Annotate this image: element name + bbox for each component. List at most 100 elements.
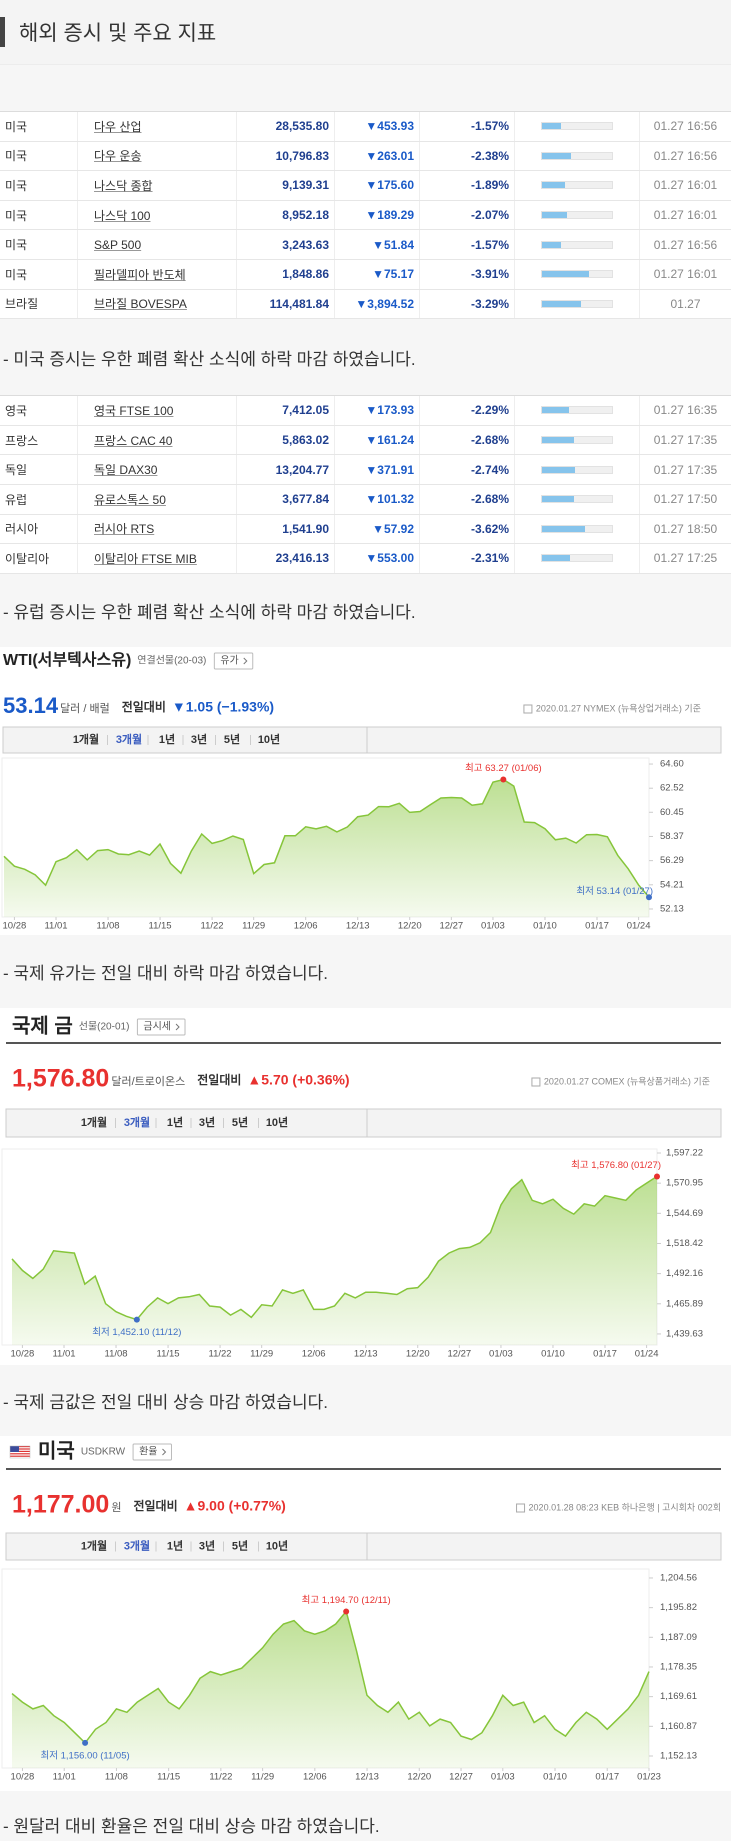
y-tick-label: 1,178.35 — [660, 1661, 697, 1672]
index-value: 10,796.83 — [237, 141, 335, 171]
tab-bar — [5, 1532, 722, 1561]
index-name[interactable]: 러시아 RTS — [78, 514, 237, 544]
x-tick-label: 01/17 — [595, 1771, 619, 1782]
header-bar — [0, 17, 5, 47]
period-tab[interactable]: 5년 — [224, 732, 240, 746]
extreme-point — [133, 1316, 140, 1323]
index-name[interactable]: 독일 DAX30 — [78, 455, 237, 484]
x-tick-label: 11/01 — [53, 1771, 76, 1782]
time: 01.27 16:01 — [653, 267, 718, 282]
change: ▼553.00 — [335, 544, 420, 573]
area — [4, 779, 649, 917]
rate-bar-cell — [515, 455, 640, 484]
period-tab[interactable]: 3개월 — [124, 1538, 150, 1552]
index-name[interactable]: S&P 500 — [78, 230, 237, 259]
index-name[interactable]: 다우 산업 — [78, 112, 237, 141]
period-tab[interactable]: 1개월 — [73, 732, 99, 746]
chart-panel: 국제 금 선물(20-01) 금시세 1,576.80 달러/트로이온스 전일대비 ▲5.7… — [0, 1007, 731, 1365]
country: 미국 — [0, 230, 78, 259]
period-tab[interactable]: 3개월 — [116, 732, 142, 746]
line — [11, 1175, 658, 1321]
y-tick-label: 1,518.42 — [666, 1238, 703, 1249]
y-tick-label: 60.45 — [660, 807, 684, 818]
source: 2020.01.27 COMEX (뉴욕상품거래소) 기준 — [544, 1076, 710, 1086]
period-tab[interactable]: 10년 — [266, 1538, 288, 1552]
change: ▼161.24 — [335, 425, 420, 455]
index-table: 영국 영국 FTSE 100 7,412.05 ▼173.93 -2.29% 01.27 … — [0, 395, 731, 574]
button-chevron — [175, 1023, 180, 1031]
flag-stripe — [10, 1448, 30, 1450]
time: 01.27 16:56 — [653, 237, 718, 252]
x-tick-label: 12/27 — [449, 1771, 473, 1782]
index-name[interactable]: 유로스톡스 50 — [78, 484, 237, 514]
index-name[interactable]: 나스닥 100 — [78, 200, 237, 230]
table-row: 독일 독일 DAX30 13,204.77 ▼371.91 -2.74% 01.27 17… — [0, 455, 731, 485]
table-row: 브라질 브라질 BOVESPA 114,481.84 ▼3,894.52 -3.29% 0… — [0, 289, 731, 320]
index-table: 미국 다우 산업 28,535.80 ▼453.93 -1.57% 01.27 16:56… — [0, 111, 731, 320]
country: 러시아 — [0, 514, 78, 544]
period-tab[interactable]: 1년 — [159, 732, 175, 746]
x-tick-label: 12/20 — [406, 1348, 430, 1359]
index-name[interactable]: 이탈리아 FTSE MIB — [78, 544, 237, 573]
x-tick-label: 01/17 — [585, 920, 609, 931]
price: 1,576.80 — [12, 1064, 109, 1092]
button-label: 금시세 — [143, 1020, 171, 1032]
period-tab[interactable]: 1개월 — [81, 1115, 107, 1129]
table-row: 미국 나스닥 100 8,952.18 ▼189.29 -2.07% 01.27 16:0… — [0, 200, 731, 231]
country: 브라질 — [0, 289, 78, 319]
rate-bar — [542, 437, 575, 444]
y-tick-label: 1,160.87 — [660, 1721, 697, 1732]
period-tab[interactable]: 1년 — [167, 1115, 183, 1129]
index-name[interactable]: 브라질 BOVESPA — [78, 289, 237, 319]
x-tick-label: 12/13 — [354, 1348, 378, 1359]
index-name[interactable]: 필라델피아 반도체 — [78, 259, 237, 289]
period-tab[interactable]: 3년 — [191, 732, 207, 746]
button[interactable] — [132, 1443, 172, 1461]
note: - 미국 증시는 우한 폐렴 확산 소식에 하락 마감 하였습니다. — [0, 319, 731, 396]
change: ▼57.92 — [335, 514, 420, 544]
y-tick-label: 62.52 — [660, 782, 684, 793]
x-tick-label: 01/03 — [491, 1771, 515, 1782]
change-rate: -2.07% — [420, 200, 515, 230]
y-tick-label: 54.21 — [660, 879, 684, 890]
tab-bar — [5, 1108, 722, 1138]
x-tick-label: 01/23 — [637, 1771, 661, 1782]
x-tick-label: 12/13 — [355, 1771, 379, 1782]
period-tab[interactable]: 1년 — [167, 1538, 183, 1552]
change-rate: -1.57% — [420, 112, 515, 141]
period-tab[interactable]: 3개월 — [124, 1115, 150, 1129]
x-tick-label: 12/27 — [439, 920, 463, 931]
period-tab[interactable]: 10년 — [258, 732, 280, 746]
y-tick-label: 1,465.89 — [666, 1298, 703, 1309]
change-rate: -2.29% — [420, 396, 515, 425]
period-tab[interactable]: 1개월 — [81, 1538, 107, 1552]
period-tab[interactable]: 5년 — [232, 1115, 248, 1129]
period-tab[interactable]: 5년 — [232, 1538, 248, 1552]
button[interactable] — [136, 1018, 186, 1036]
index-name[interactable]: 영국 FTSE 100 — [78, 396, 237, 425]
index-name[interactable]: 프랑스 CAC 40 — [78, 425, 237, 455]
period-tab[interactable]: 3년 — [199, 1538, 215, 1552]
index-name[interactable]: 다우 운송 — [78, 141, 237, 171]
index-name[interactable]: 나스닥 종합 — [78, 171, 237, 200]
table-row: 유럽 유로스톡스 50 3,677.84 ▼101.32 -2.68% 01.27 17:… — [0, 484, 731, 515]
flag-stripe — [10, 1452, 30, 1455]
button[interactable] — [213, 652, 254, 670]
chart-subtitle: USDKRW — [81, 1446, 126, 1457]
button-chevron — [162, 1448, 167, 1456]
change-label: 전일대비 — [122, 699, 166, 714]
rate-bar-cell — [515, 396, 640, 425]
period-tab[interactable]: 3년 — [199, 1115, 215, 1129]
change: ▼175.60 — [335, 171, 420, 200]
flag-icon — [9, 1445, 31, 1458]
change: ▼51.84 — [335, 230, 420, 259]
period-tab[interactable]: 10년 — [266, 1115, 288, 1129]
rate-bar — [542, 123, 561, 130]
rate-bar-cell — [515, 171, 640, 200]
rate-bar-track — [541, 240, 613, 249]
table-row: 프랑스 프랑스 CAC 40 5,863.02 ▼161.24 -2.68% 01.27 … — [0, 425, 731, 456]
time: 01.27 16:01 — [653, 178, 718, 193]
extreme-point — [646, 893, 652, 900]
price-unit: 달러/트로이온스 — [111, 1075, 185, 1088]
x-tick-label: 11/08 — [96, 920, 119, 931]
